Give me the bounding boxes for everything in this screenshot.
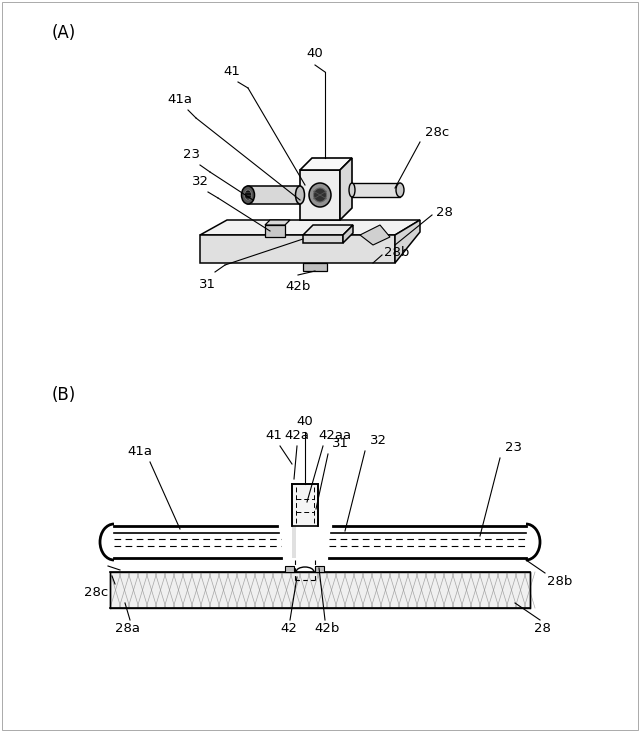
Polygon shape [200,220,420,235]
Text: 42aa: 42aa [319,429,351,442]
Polygon shape [303,225,353,235]
Polygon shape [395,220,420,263]
Ellipse shape [244,190,252,200]
Text: (B): (B) [52,386,76,404]
Text: 23: 23 [505,441,522,454]
Text: 41a: 41a [127,445,152,458]
Bar [292,484,318,526]
Bar [285,566,294,572]
Ellipse shape [349,183,355,197]
Polygon shape [343,225,353,243]
Text: 23: 23 [184,148,200,161]
Bar [303,263,327,271]
Text: 42: 42 [280,622,298,635]
Bar [315,566,324,572]
Text: 42b: 42b [314,622,340,635]
Text: 41a: 41a [168,93,193,106]
Ellipse shape [309,183,331,207]
Polygon shape [303,235,343,243]
Ellipse shape [296,186,305,204]
Text: 28a: 28a [115,622,141,635]
Text: 28: 28 [534,622,550,635]
Text: 41: 41 [266,429,282,442]
Polygon shape [340,158,352,220]
Polygon shape [248,186,300,204]
Text: 28: 28 [436,206,453,220]
Text: 42a: 42a [285,429,310,442]
Polygon shape [300,158,352,170]
Text: 40: 40 [307,47,323,60]
Text: 28c: 28c [425,126,449,139]
Text: 31: 31 [198,278,216,291]
Bar [110,572,530,608]
Text: (A): (A) [52,24,76,42]
Polygon shape [352,183,400,197]
Polygon shape [200,235,395,263]
Text: 28b: 28b [547,575,572,588]
Text: 41: 41 [223,65,241,78]
Polygon shape [265,220,290,225]
Polygon shape [265,225,285,237]
Text: 40: 40 [296,415,314,428]
Text: 32: 32 [370,434,387,447]
Bar [292,526,318,558]
Polygon shape [360,225,390,245]
Bar [292,526,296,558]
Text: 42b: 42b [285,280,310,293]
Ellipse shape [314,188,326,202]
Polygon shape [300,170,340,220]
Ellipse shape [396,183,404,197]
Text: 32: 32 [191,175,209,188]
Text: 31: 31 [332,437,349,450]
Ellipse shape [241,186,255,204]
Text: 28b: 28b [384,245,410,258]
Text: 28c: 28c [84,586,108,599]
